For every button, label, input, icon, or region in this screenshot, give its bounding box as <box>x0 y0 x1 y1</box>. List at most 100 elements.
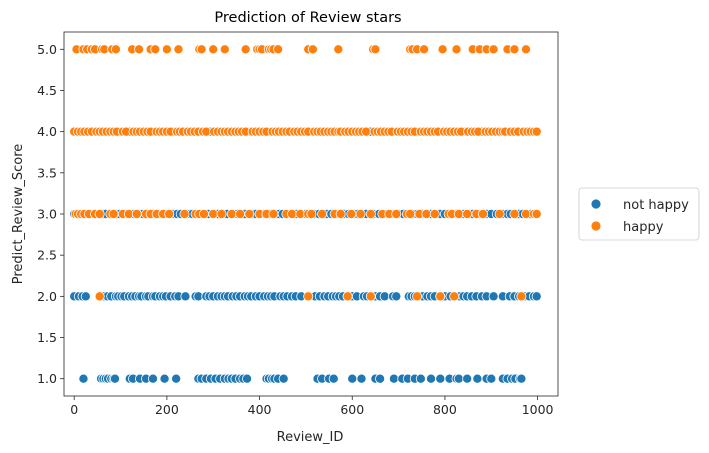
point-happy <box>244 208 255 219</box>
y-tick-label: 2.0 <box>37 289 57 304</box>
x-tick-label: 400 <box>248 402 272 417</box>
point-not-happy <box>486 373 497 384</box>
point-happy <box>226 208 237 219</box>
point-happy <box>134 44 145 55</box>
point-happy <box>286 208 297 219</box>
point-happy <box>412 291 423 302</box>
y-tick-label: 4.5 <box>37 83 57 98</box>
point-happy <box>333 44 344 55</box>
point-not-happy <box>180 291 191 302</box>
point-happy <box>94 208 105 219</box>
point-happy <box>303 291 314 302</box>
point-happy <box>219 44 230 55</box>
point-happy <box>462 208 473 219</box>
point-happy <box>437 44 448 55</box>
y-tick-label: 3.5 <box>37 165 57 180</box>
x-tick-label: 600 <box>340 402 364 417</box>
point-happy <box>164 208 175 219</box>
point-happy <box>477 208 488 219</box>
point-not-happy <box>147 373 158 384</box>
point-happy <box>268 208 279 219</box>
point-not-happy <box>356 373 367 384</box>
point-happy <box>173 44 184 55</box>
x-axis-ticks: 0 200 400 600 800 1000 <box>70 396 554 417</box>
point-not-happy <box>415 373 426 384</box>
point-happy <box>335 208 346 219</box>
data-points <box>69 44 542 384</box>
point-not-happy <box>171 373 182 384</box>
point-not-happy <box>78 373 89 384</box>
legend: not happy happy <box>578 187 700 241</box>
point-not-happy <box>435 373 446 384</box>
y-tick-label: 4.0 <box>37 124 57 139</box>
point-happy <box>494 208 505 219</box>
point-happy <box>307 44 318 55</box>
point-happy <box>198 208 209 219</box>
point-happy <box>208 44 219 55</box>
point-not-happy <box>379 291 390 302</box>
point-happy <box>273 44 284 55</box>
y-tick-label: 5.0 <box>37 42 57 57</box>
point-happy <box>405 208 416 219</box>
chart-title: Prediction of Review stars <box>214 10 401 26</box>
y-tick-label: 3.0 <box>37 207 57 222</box>
point-happy <box>161 44 172 55</box>
point-happy <box>531 208 542 219</box>
point-not-happy <box>531 291 542 302</box>
legend-marker-not-happy <box>590 198 602 210</box>
point-happy <box>521 44 532 55</box>
point-happy <box>110 44 121 55</box>
point-not-happy <box>80 291 91 302</box>
y-axis-title: Predict_Review_Score <box>11 144 26 285</box>
point-happy <box>451 44 462 55</box>
x-tick-label: 1000 <box>522 402 554 417</box>
point-happy <box>150 44 161 55</box>
y-tick-label: 1.5 <box>37 330 57 345</box>
point-happy <box>365 291 376 302</box>
point-happy <box>355 208 366 219</box>
point-happy <box>306 208 317 219</box>
point-happy <box>516 291 527 302</box>
point-happy <box>449 291 460 302</box>
point-not-happy <box>278 373 289 384</box>
point-happy <box>240 44 251 55</box>
point-happy <box>208 208 219 219</box>
point-happy <box>131 208 142 219</box>
point-happy <box>346 208 357 219</box>
point-happy <box>196 44 207 55</box>
point-happy <box>342 291 353 302</box>
point-happy <box>488 44 499 55</box>
point-happy <box>509 208 520 219</box>
x-tick-label: 200 <box>155 402 179 417</box>
point-happy <box>429 208 440 219</box>
legend-label-happy: happy <box>623 220 664 235</box>
point-happy <box>531 126 542 137</box>
legend-frame <box>578 187 700 241</box>
point-happy <box>419 44 430 55</box>
point-happy <box>317 208 328 219</box>
point-happy <box>235 208 246 219</box>
point-not-happy <box>462 373 473 384</box>
legend-marker-happy <box>590 220 602 232</box>
point-happy <box>361 126 372 137</box>
point-not-happy <box>388 373 399 384</box>
point-happy <box>370 44 381 55</box>
x-tick-label: 800 <box>433 402 457 417</box>
point-happy <box>179 208 190 219</box>
y-axis-ticks: 1.0 1.5 2.0 2.5 3.0 3.5 4.0 4.5 5.0 <box>37 42 64 386</box>
point-not-happy <box>242 373 253 384</box>
point-happy <box>216 208 227 219</box>
point-not-happy <box>375 373 386 384</box>
point-not-happy <box>109 373 120 384</box>
point-happy <box>435 291 446 302</box>
point-not-happy <box>347 373 358 384</box>
point-happy <box>94 291 105 302</box>
point-happy <box>108 208 119 219</box>
legend-label-not-happy: not happy <box>623 198 689 213</box>
point-happy <box>365 208 376 219</box>
point-happy <box>453 208 464 219</box>
x-tick-label: 0 <box>70 402 78 417</box>
x-axis-title: Review_ID <box>277 430 344 445</box>
point-not-happy <box>159 373 170 384</box>
